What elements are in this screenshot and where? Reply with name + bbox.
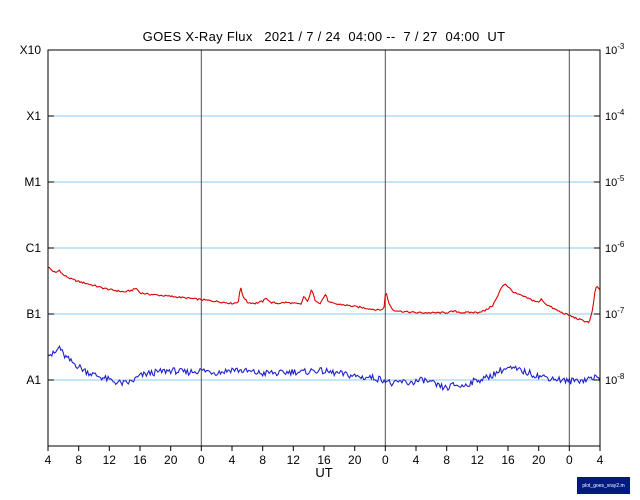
- chart-title: GOES X-Ray Flux 2021 / 7 / 24 04:00 -- 7…: [142, 29, 506, 44]
- x-tick-label: 8: [443, 453, 450, 467]
- x-tick-label: 4: [45, 453, 52, 467]
- plot-credit-text: plot_goes_xray2.m: [582, 482, 625, 489]
- y-right-tick-label: 10-3: [605, 42, 625, 57]
- y-left-tick-label: X10: [20, 43, 42, 57]
- y-right-tick-label: 10-8: [605, 372, 625, 387]
- x-tick-label: 4: [413, 453, 420, 467]
- x-tick-label: 16: [501, 453, 515, 467]
- x-tick-label: 12: [287, 453, 301, 467]
- x-tick-label: 4: [229, 453, 236, 467]
- x-tick-label: 12: [103, 453, 117, 467]
- x-axis-label: UT: [315, 465, 332, 480]
- x-tick-label: 16: [133, 453, 147, 467]
- xray-flux-blue-line: [47, 344, 601, 392]
- x-tick-label: 20: [348, 453, 362, 467]
- x-tick-label: 20: [164, 453, 178, 467]
- x-tick-label: 8: [259, 453, 266, 467]
- y-left-tick-label: A1: [26, 373, 41, 387]
- x-tick-label: 20: [532, 453, 546, 467]
- x-tick-label: 16: [317, 453, 331, 467]
- plot-credit-badge: plot_goes_xray2.m: [577, 477, 630, 494]
- x-tick-label: 12: [471, 453, 485, 467]
- y-right-tick-label: 10-4: [605, 108, 625, 123]
- y-left-tick-label: B1: [26, 307, 41, 321]
- y-left-tick-label: M1: [24, 175, 41, 189]
- x-tick-label: 8: [75, 453, 82, 467]
- x-tick-label: 0: [566, 453, 573, 467]
- x-tick-label: 0: [382, 453, 389, 467]
- y-left-tick-label: X1: [26, 109, 41, 123]
- y-right-tick-label: 10-6: [605, 240, 625, 255]
- x-tick-label: 0: [198, 453, 205, 467]
- y-right-tick-label: 10-5: [605, 174, 625, 189]
- y-right-tick-label: 10-7: [605, 306, 625, 321]
- xray-flux-red-line: [47, 266, 601, 324]
- x-tick-label: 4: [597, 453, 604, 467]
- y-left-tick-label: C1: [26, 241, 42, 255]
